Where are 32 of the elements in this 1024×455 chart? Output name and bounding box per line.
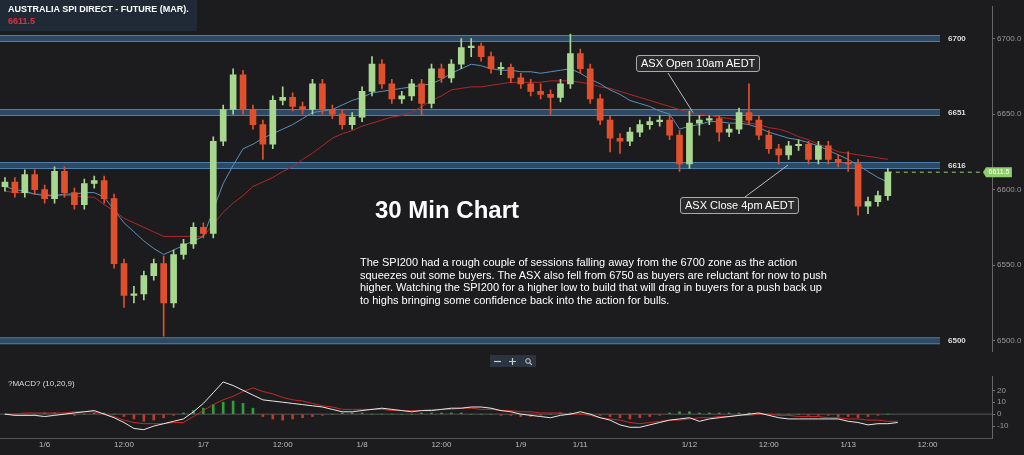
x-tick-label: 1/6 xyxy=(39,440,51,449)
y-tick-label: 10 xyxy=(997,397,1007,407)
x-tick-label: 1/8 xyxy=(356,440,369,449)
x-tick-label: 12:00 xyxy=(431,440,452,449)
y-tick-label: 6550.0 xyxy=(997,260,1023,270)
x-tick-label: 1/12 xyxy=(681,440,698,449)
y-tick-label: 6650.0 xyxy=(997,109,1023,119)
x-tick-label: 12:00 xyxy=(113,440,135,449)
y-tick-label: 20 xyxy=(997,385,1007,395)
y-tick-label: 6500.0 xyxy=(997,335,1023,345)
y-tick-label: 6700.0 xyxy=(997,33,1023,43)
x-tick-label: 1/9 xyxy=(515,440,527,449)
annotation: ASX Close 4pm AEDT xyxy=(680,197,800,214)
ref-line-label: 6651 xyxy=(948,107,967,117)
x-tick-label: 1/11 xyxy=(572,440,589,449)
annotation: ASX Open 10am AEDT xyxy=(636,55,761,72)
annotation: The SPI200 had a rough couple of sessions falling away from the 6700 zone as the action squeezes out some buyers. The ASX also fell from 6750 as buyers are reluctant for now to push higher. Watching the SPI200 for a higher low to build that will drag in buyers for a push back up to highs bringing some confidence back into the action for bulls. xyxy=(360,256,828,306)
y-tick-label: -10 xyxy=(997,421,1010,431)
chart-title: ?MACD? (10,20,9) xyxy=(8,379,75,388)
chart-title: AUSTRALIA SPI DIRECT - FUTURE (MAR). xyxy=(8,3,189,15)
ref-line-label: 6700 xyxy=(948,33,967,43)
annotation: 30 Min Chart xyxy=(375,196,520,224)
x-tick-label: 12:00 xyxy=(758,440,780,449)
x-tick-label: 1/13 xyxy=(840,440,857,449)
x-tick-label: 12:00 xyxy=(272,440,294,449)
y-tick-label: 0 xyxy=(997,409,1002,419)
x-tick-label: 1/7 xyxy=(197,440,210,449)
text: 6611.5 xyxy=(8,15,37,27)
ref-line-label: 6500 xyxy=(948,335,967,345)
x-tick-label: 12:00 xyxy=(917,440,939,449)
y-tick-label: 6600.0 xyxy=(997,184,1023,194)
ref-line-label: 6616 xyxy=(948,160,967,170)
